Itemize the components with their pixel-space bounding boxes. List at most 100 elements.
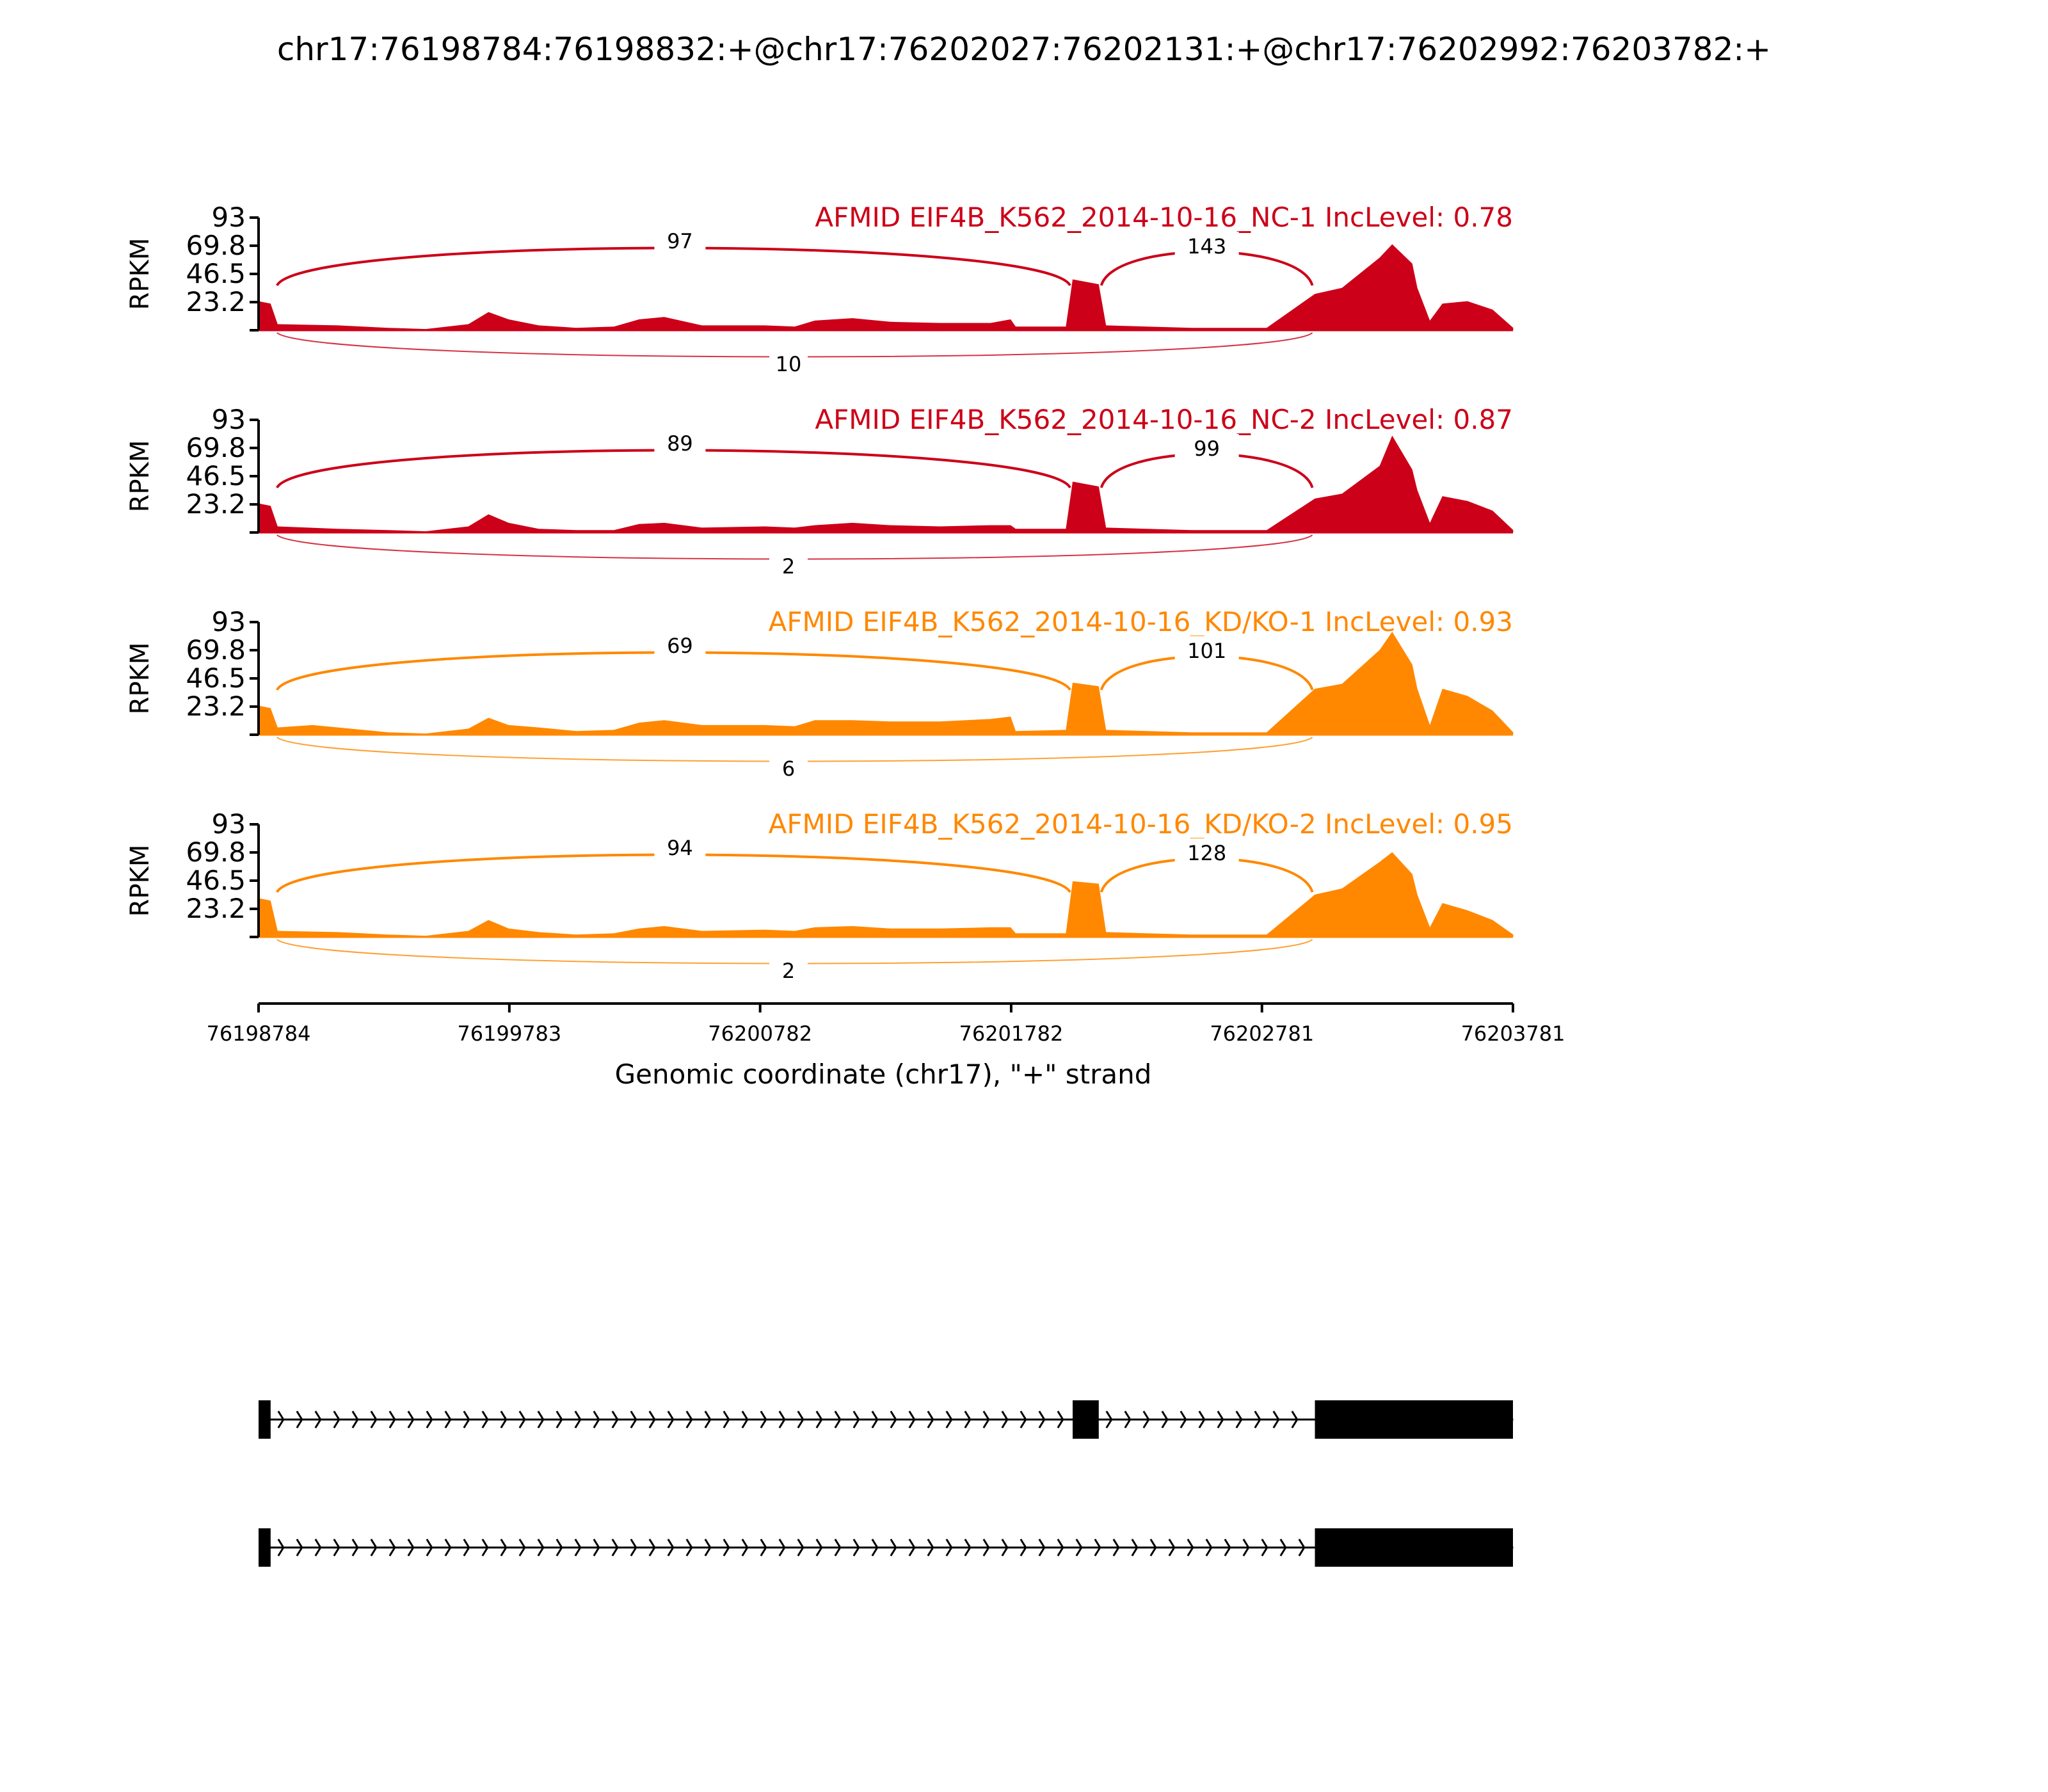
transcript-2 xyxy=(259,1528,1514,1567)
strand-arrow xyxy=(1161,1411,1169,1428)
strand-arrow xyxy=(1224,1539,1231,1556)
strand-arrow xyxy=(723,1539,730,1556)
strand-arrow xyxy=(852,1411,860,1428)
strand-arrow xyxy=(1291,1411,1299,1428)
strand-arrow xyxy=(388,1411,396,1428)
x-axis: 76198784 76199783 76200782 76201782 76202781… xyxy=(207,1002,1565,1046)
junction-count-label: 99 xyxy=(1194,436,1220,461)
strand-arrow xyxy=(556,1539,563,1556)
strand-arrow xyxy=(370,1411,378,1428)
exon-block xyxy=(1315,1400,1513,1439)
junction-label-bg xyxy=(769,349,808,376)
exon-block xyxy=(259,1528,271,1567)
strand-arrow xyxy=(667,1411,675,1428)
strand-arrow xyxy=(648,1411,656,1428)
strand-arrow xyxy=(667,1539,675,1556)
junction-count-label: 94 xyxy=(667,836,693,860)
strand-arrow xyxy=(741,1539,749,1556)
x-tick-label: 76203781 xyxy=(1461,1021,1565,1046)
strand-arrow xyxy=(815,1411,823,1428)
strand-arrow xyxy=(964,1411,972,1428)
strand-arrow xyxy=(537,1411,545,1428)
gene-model xyxy=(259,1400,1514,1567)
strand-arrow xyxy=(815,1539,823,1556)
y-tick-label: 69.8 xyxy=(186,634,246,666)
strand-arrow xyxy=(593,1539,600,1556)
junction-count-label: 89 xyxy=(667,431,693,456)
strand-arrow xyxy=(296,1411,303,1428)
strand-arrow xyxy=(852,1539,860,1556)
strand-arrow xyxy=(1057,1539,1064,1556)
junction-label-bg xyxy=(654,833,706,860)
strand-arrow xyxy=(426,1539,433,1556)
x-tick-label: 76200782 xyxy=(708,1021,812,1046)
strand-arrow xyxy=(444,1411,452,1428)
junction-label-bg xyxy=(654,227,706,253)
strand-arrow xyxy=(370,1539,378,1556)
strand-arrow xyxy=(351,1411,359,1428)
junction-arc-skip xyxy=(276,246,1071,287)
strand-arrow xyxy=(1124,1411,1132,1428)
strand-arrow xyxy=(611,1411,619,1428)
junction-count-label: 69 xyxy=(667,634,693,658)
coverage-area xyxy=(259,435,1514,532)
strand-arrow xyxy=(945,1411,953,1428)
y-axis-label: RPKM xyxy=(125,845,155,917)
strand-arrow xyxy=(1020,1539,1027,1556)
y-tick-label: 23.2 xyxy=(186,893,246,924)
strand-arrow xyxy=(908,1411,916,1428)
strand-arrow xyxy=(481,1539,489,1556)
y-tick-label: 46.5 xyxy=(186,865,246,896)
strand-arrow xyxy=(1038,1539,1046,1556)
coverage-area xyxy=(259,852,1514,937)
x-tick-label: 76201782 xyxy=(959,1021,1063,1046)
junction-count-label: 128 xyxy=(1187,841,1226,865)
strand-arrow xyxy=(277,1539,285,1556)
strand-arrow xyxy=(797,1539,804,1556)
exon-block xyxy=(1315,1528,1513,1567)
y-axis-label: RPKM xyxy=(125,238,155,310)
strand-arrow xyxy=(1001,1539,1009,1556)
junction-label-bg xyxy=(769,956,808,983)
junction-label-bg xyxy=(769,552,808,579)
strand-arrow xyxy=(1142,1411,1150,1428)
x-tick-label: 76202781 xyxy=(1210,1021,1314,1046)
strand-arrow xyxy=(927,1539,934,1556)
strand-arrow xyxy=(518,1411,526,1428)
strand-arrow xyxy=(351,1539,359,1556)
strand-arrow xyxy=(1094,1539,1101,1556)
y-tick-label: 46.5 xyxy=(186,258,246,289)
strand-arrow xyxy=(704,1411,712,1428)
chart-title: chr17:76198784:76198832:+@chr17:76202027… xyxy=(277,31,1771,68)
strand-arrow xyxy=(760,1539,767,1556)
strand-arrow xyxy=(463,1411,470,1428)
coverage-area xyxy=(259,244,1514,330)
strand-arrow xyxy=(778,1539,786,1556)
strand-arrow xyxy=(685,1411,693,1428)
strand-arrow xyxy=(1131,1539,1139,1556)
strand-arrow xyxy=(1205,1539,1213,1556)
strand-arrow xyxy=(333,1539,340,1556)
strand-arrow xyxy=(593,1411,600,1428)
y-tick-label: 23.2 xyxy=(186,286,246,317)
strand-arrow xyxy=(1198,1411,1206,1428)
y-tick-label: 93 xyxy=(212,606,246,637)
strand-arrow xyxy=(1217,1411,1224,1428)
strand-arrow xyxy=(481,1411,489,1428)
strand-arrow xyxy=(500,1411,508,1428)
y-axis-label: RPKM xyxy=(125,643,155,715)
strand-arrow xyxy=(834,1411,842,1428)
strand-arrow xyxy=(890,1411,897,1428)
strand-arrow xyxy=(296,1539,303,1556)
strand-arrow xyxy=(964,1539,972,1556)
strand-arrow xyxy=(1105,1411,1113,1428)
strand-arrow xyxy=(518,1539,526,1556)
junction-arc-skip xyxy=(276,651,1071,691)
strand-arrow xyxy=(1261,1539,1268,1556)
strand-arrow xyxy=(945,1539,953,1556)
strand-arrow xyxy=(407,1411,415,1428)
strand-arrow xyxy=(778,1411,786,1428)
y-tick-label: 46.5 xyxy=(186,460,246,492)
